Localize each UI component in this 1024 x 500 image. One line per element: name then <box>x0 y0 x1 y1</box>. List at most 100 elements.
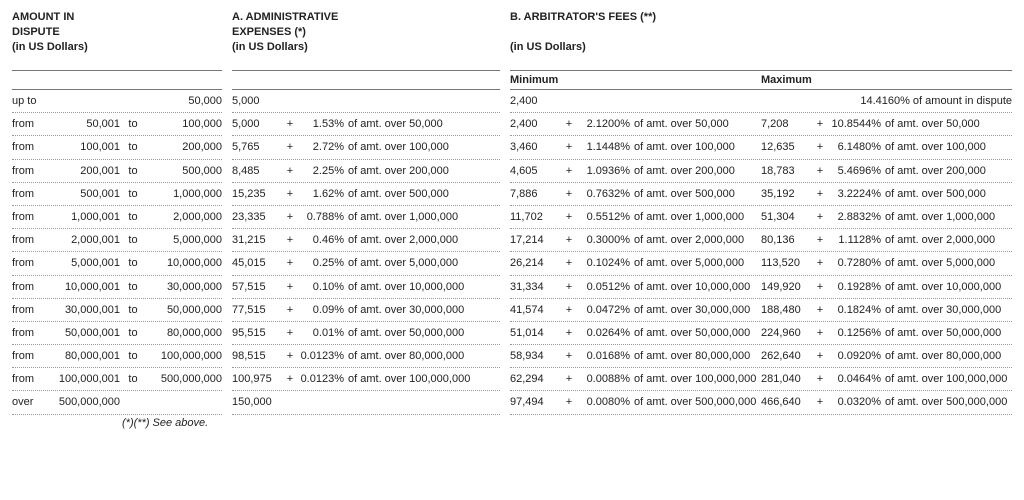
dispute-word: over <box>12 396 46 409</box>
arb-max-plus: + <box>813 396 827 409</box>
dispute-to: to <box>124 257 142 270</box>
arb-min-plus: + <box>562 234 576 247</box>
dispute-to-value: 5,000,000 <box>142 234 222 247</box>
admin-suffix: of amt. over 5,000,000 <box>348 257 500 270</box>
dispute-to-value: 500,000 <box>142 165 222 178</box>
arb-min: 62,294+0.0088%of amt. over 100,000,000 <box>510 373 761 386</box>
arb-row: 3,460+1.1448%of amt. over 100,00012,635+… <box>510 136 1012 159</box>
arb-row: 31,334+0.0512%of amt. over 10,000,000149… <box>510 276 1012 299</box>
dispute-word: from <box>12 257 46 270</box>
arb-min: 2,400 <box>510 95 736 108</box>
admin-plus <box>284 95 296 108</box>
admin-plus: + <box>284 350 296 363</box>
dispute-to <box>124 396 142 409</box>
dispute-word: from <box>12 188 46 201</box>
admin-row: 95,515+0.01%of amt. over 50,000,000 <box>232 322 500 345</box>
arb-min: 31,334+0.0512%of amt. over 10,000,000 <box>510 281 761 294</box>
admin-row: 57,515+0.10%of amt. over 10,000,000 <box>232 276 500 299</box>
arb-min-base: 7,886 <box>510 188 562 201</box>
dispute-row: up to50,000 <box>12 90 222 113</box>
subheader-maximum: Maximum <box>761 71 1012 90</box>
admin-pct: 0.10% <box>296 281 348 294</box>
arb-max-base: 113,520 <box>761 257 813 270</box>
arb-min: 7,886+0.7632%of amt. over 500,000 <box>510 188 761 201</box>
arb-min-suffix: of amt. over 100,000 <box>634 141 761 154</box>
arb-min-plus: + <box>562 327 576 340</box>
arb-row: 62,294+0.0088%of amt. over 100,000,00028… <box>510 368 1012 391</box>
arb-max: 281,040+0.0464%of amt. over 100,000,000 <box>761 373 1012 386</box>
admin-pct: 2.72% <box>296 141 348 154</box>
admin-plus: + <box>284 211 296 224</box>
arb-max-pct: 0.0920% <box>827 350 885 363</box>
arb-max-base: 51,304 <box>761 211 813 224</box>
header-arb: B. ARBITRATOR'S FEES (**) (in US Dollars… <box>510 10 1012 68</box>
dispute-from: 1,000,001 <box>46 211 124 224</box>
arb-min-pct: 0.3000% <box>576 234 634 247</box>
arb-row: 17,214+0.3000%of amt. over 2,000,00080,1… <box>510 229 1012 252</box>
dispute-row: from500,001to1,000,000 <box>12 183 222 206</box>
arb-min: 11,702+0.5512%of amt. over 1,000,000 <box>510 211 761 224</box>
arb-max-base: 224,960 <box>761 327 813 340</box>
admin-plus: + <box>284 141 296 154</box>
admin-suffix <box>348 95 500 108</box>
dispute-row: from50,001to100,000 <box>12 113 222 136</box>
admin-suffix: of amt. over 50,000 <box>348 118 500 131</box>
header-dispute-l3: (in US Dollars) <box>12 40 222 55</box>
admin-suffix: of amt. over 80,000,000 <box>348 350 500 363</box>
arb-max-pct: 0.7280% <box>827 257 885 270</box>
arb-min-base: 58,934 <box>510 350 562 363</box>
admin-row: 150,000 <box>232 391 500 414</box>
admin-plus: + <box>284 257 296 270</box>
dispute-to: to <box>124 165 142 178</box>
arb-min-suffix: of amt. over 80,000,000 <box>634 350 761 363</box>
header-arb-blank <box>510 25 1012 40</box>
arb-max-base: 7,208 <box>761 118 813 131</box>
arb-max: 12,635+6.1480%of amt. over 100,000 <box>761 141 1012 154</box>
arb-max: 224,960+0.1256%of amt. over 50,000,000 <box>761 327 1012 340</box>
arb-max-plus: + <box>813 327 827 340</box>
arb-max-plus: + <box>813 281 827 294</box>
admin-base: 8,485 <box>232 165 284 178</box>
arb-min-pct: 0.0264% <box>576 327 634 340</box>
admin-base: 100,975 <box>232 373 284 386</box>
dispute-from: 50,000,001 <box>46 327 124 340</box>
dispute-to: to <box>124 234 142 247</box>
arb-max: 35,192+3.2224%of amt. over 500,000 <box>761 188 1012 201</box>
arb-row: 58,934+0.0168%of amt. over 80,000,000262… <box>510 345 1012 368</box>
arb-max-pct: 0.1824% <box>827 304 885 317</box>
arb-row: 97,494+0.0080%of amt. over 500,000,00046… <box>510 391 1012 414</box>
arb-max-suffix: 14.4160% of amount in dispute <box>860 95 1012 108</box>
dispute-to-value: 1,000,000 <box>142 188 222 201</box>
admin-plus: + <box>284 165 296 178</box>
dispute-to: to <box>124 211 142 224</box>
arb-min-suffix: of amt. over 50,000,000 <box>634 327 761 340</box>
arb-max-plus: + <box>813 118 827 131</box>
arb-max: 262,640+0.0920%of amt. over 80,000,000 <box>761 350 1012 363</box>
dispute-to-value: 2,000,000 <box>142 211 222 224</box>
arb-min: 2,400+2.1200%of amt. over 50,000 <box>510 118 761 131</box>
arb-min-base: 3,460 <box>510 141 562 154</box>
header-admin-l2: EXPENSES (*) <box>232 25 500 40</box>
arb-max: 14.4160% of amount in dispute <box>736 95 1012 108</box>
arb-max-plus <box>788 95 802 108</box>
arb-max: 80,136+1.1128%of amt. over 2,000,000 <box>761 234 1012 247</box>
admin-pct: 0.01% <box>296 327 348 340</box>
arb-max-plus: + <box>813 373 827 386</box>
admin-suffix: of amt. over 10,000,000 <box>348 281 500 294</box>
arb-row: 2,400+2.1200%of amt. over 50,0007,208+10… <box>510 113 1012 136</box>
admin-row: 15,235+1.62%of amt. over 500,000 <box>232 183 500 206</box>
dispute-to-value: 100,000 <box>142 118 222 131</box>
arb-max: 18,783+5.4696%of amt. over 200,000 <box>761 165 1012 178</box>
arb-min-plus: + <box>562 304 576 317</box>
col-amount-in-dispute: AMOUNT IN DISPUTE (in US Dollars) up to5… <box>12 10 222 429</box>
arb-min-suffix: of amt. over 30,000,000 <box>634 304 761 317</box>
admin-pct: 0.0123% <box>296 350 348 363</box>
arb-max-suffix: of amt. over 100,000 <box>885 141 1012 154</box>
dispute-to: to <box>124 350 142 363</box>
admin-plus: + <box>284 304 296 317</box>
admin-base: 98,515 <box>232 350 284 363</box>
arb-min-base: 51,014 <box>510 327 562 340</box>
arb-min-plus: + <box>562 188 576 201</box>
admin-row: 5,000+1.53%of amt. over 50,000 <box>232 113 500 136</box>
arb-max-plus: + <box>813 141 827 154</box>
